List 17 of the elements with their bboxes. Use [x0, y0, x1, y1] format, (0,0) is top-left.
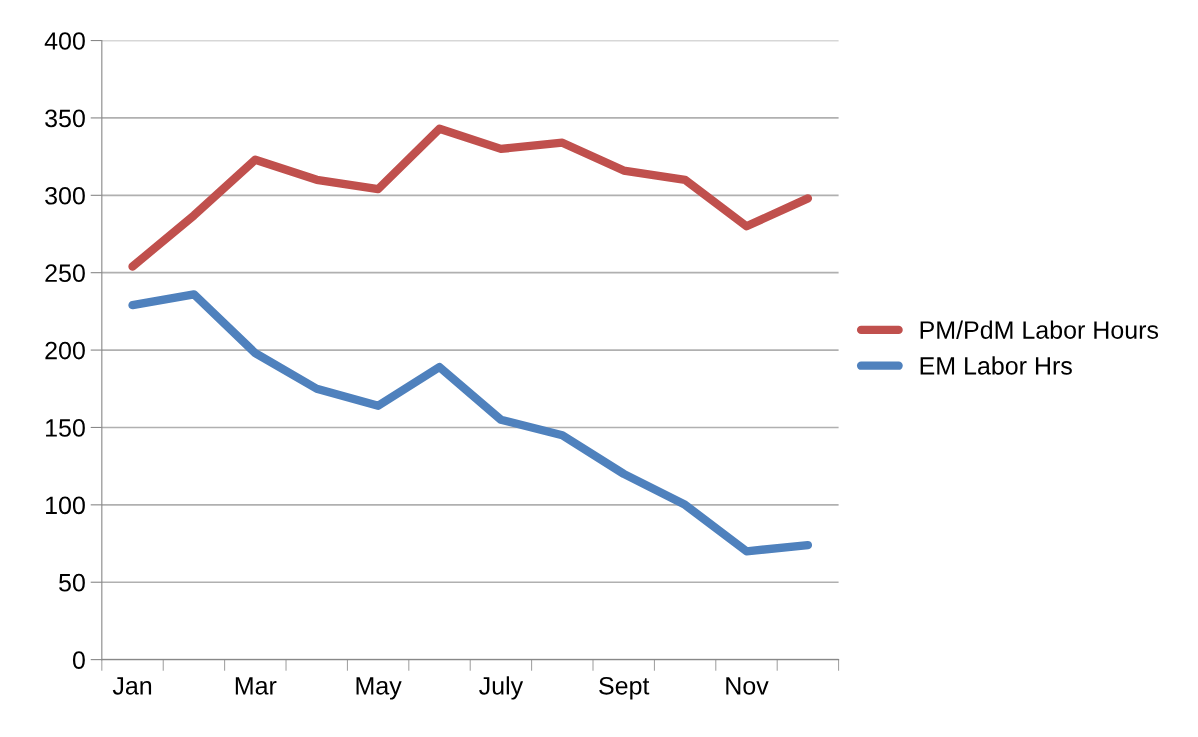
x-tick-label: Jan	[112, 677, 152, 695]
y-tick-label: 350	[45, 109, 85, 128]
x-tick-label: Nov	[726, 677, 769, 695]
legend-label: EM Labor Hrs	[920, 356, 1072, 375]
x-tick-label: Mar	[235, 677, 277, 695]
x-tick-label: May	[356, 677, 402, 700]
legend-label: PM/PdM Labor Hours	[920, 320, 1159, 339]
y-tick-label: 200	[45, 341, 85, 360]
x-tick-label: July	[479, 676, 524, 700]
y-tick-label: 400	[44, 32, 85, 50]
x-tick-label: Sept	[599, 676, 650, 700]
y-tick-label: 100	[46, 496, 85, 515]
y-tick-label: 250	[45, 264, 85, 282]
y-tick-label: 0	[72, 651, 85, 669]
y-tick-label: 300	[45, 186, 85, 205]
y-tick-label: 150	[46, 419, 85, 437]
y-tick-label: 50	[59, 573, 85, 592]
